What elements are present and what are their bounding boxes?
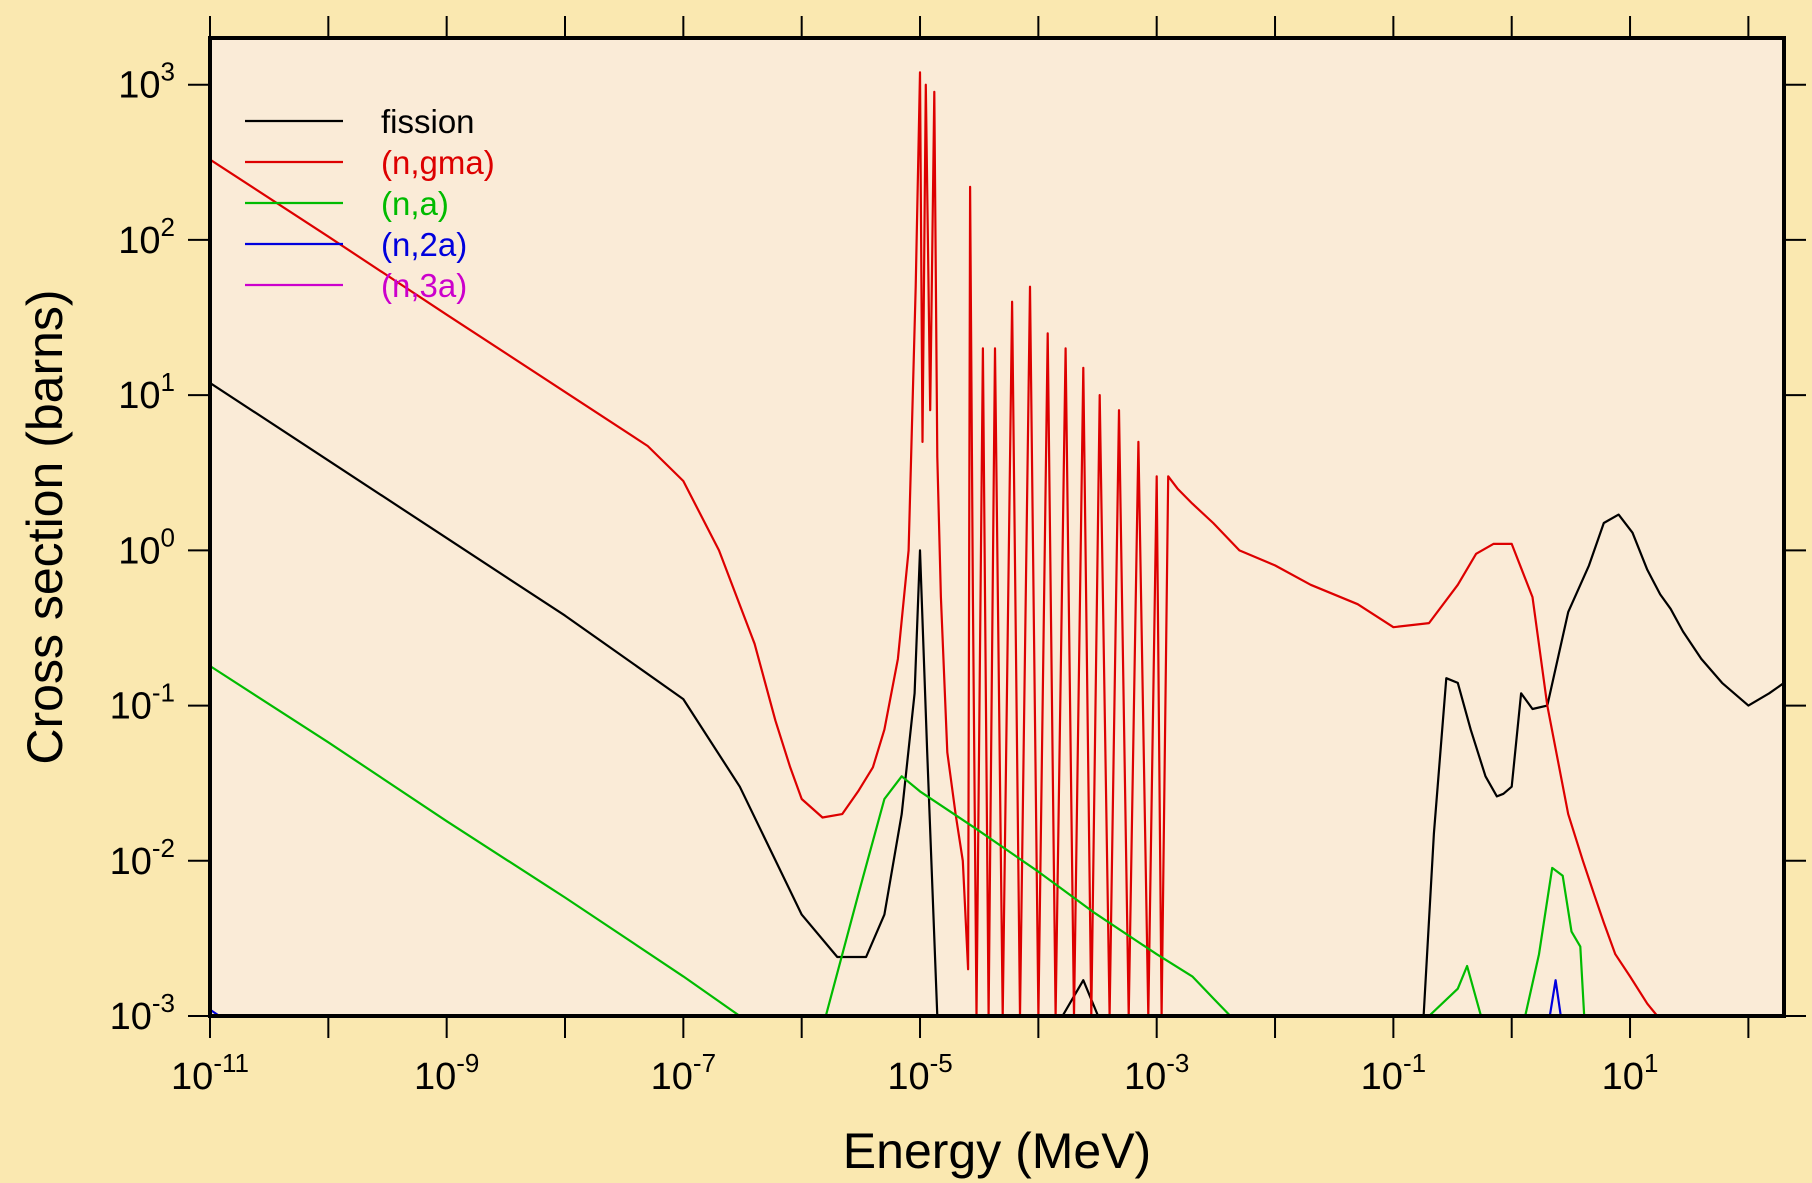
series-line-2 (210, 665, 1589, 1016)
x-tick-label: 10-7 (651, 1048, 716, 1098)
tick-layer: 10-11 10-9 10-7 10-5 10-3 10-1 101 10-3 10-2 10-1… (110, 16, 1806, 1098)
x-tick-label: 10-1 (1361, 1048, 1426, 1098)
x-tick-label: 10-3 (1124, 1048, 1189, 1098)
legend-label: (n,2a) (381, 226, 467, 263)
y-tick-label: 101 (118, 367, 175, 417)
y-tick-label: 103 (118, 57, 175, 107)
legend-label: (n,3a) (381, 267, 467, 304)
y-tick-label: 10-1 (110, 678, 175, 728)
y-tick-label: 102 (118, 212, 175, 262)
legend: fission (n,gma) (n,a) (n,2a) (n,3a) (245, 103, 495, 304)
series-line-1 (210, 71, 1666, 1016)
series-line-3 (210, 979, 1784, 1016)
x-tick-label: 101 (1602, 1048, 1659, 1098)
x-tick-label: 10-9 (414, 1048, 479, 1098)
y-tick-label: 10-2 (110, 833, 175, 883)
legend-label: (n,a) (381, 185, 449, 222)
legend-label: (n,gma) (381, 144, 495, 181)
series-line-0 (210, 381, 1784, 1016)
y-tick-label: 10-3 (110, 988, 175, 1038)
plot-frame (208, 36, 1786, 1018)
series-layer (210, 71, 1784, 1016)
y-tick-label: 100 (118, 522, 175, 572)
x-tick-label: 10-5 (887, 1048, 952, 1098)
x-tick-label: 10-11 (171, 1048, 249, 1098)
x-axis-title: Energy (MeV) (843, 1123, 1151, 1179)
legend-label: fission (381, 103, 475, 140)
y-axis-title: Cross section (barns) (17, 289, 73, 764)
